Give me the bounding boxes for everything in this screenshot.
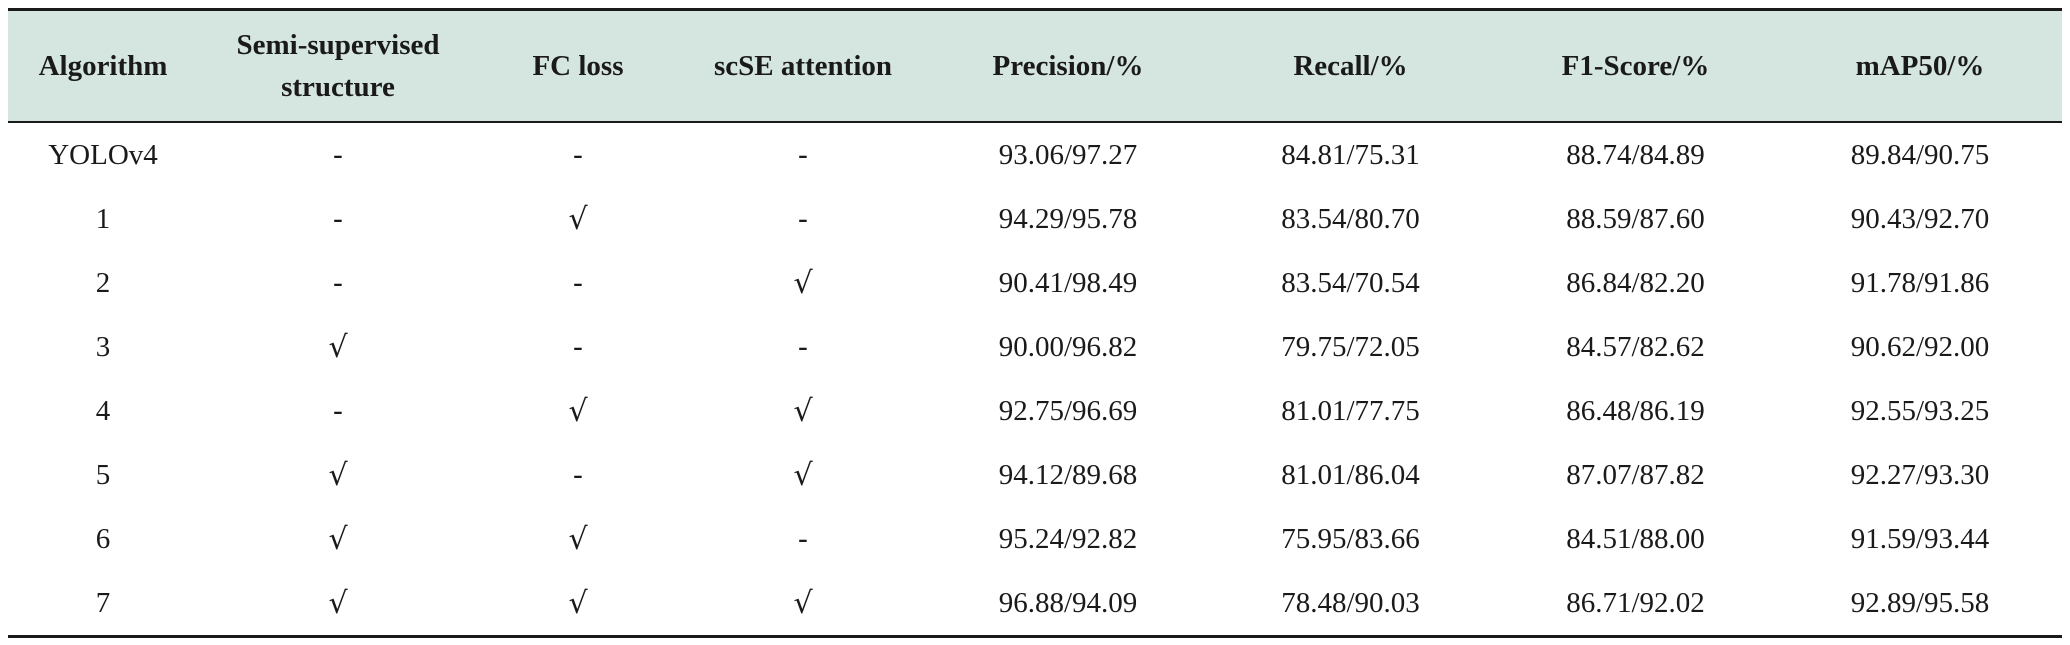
cell-recall: 75.95/83.66 xyxy=(1281,522,1420,555)
cell-precision: 93.06/97.27 xyxy=(998,138,1138,171)
cell-scse-attention: √ xyxy=(793,457,813,493)
table-row: 6 √ √ - 95.24/92.82 75.95/83.66 84.51/88… xyxy=(8,507,2062,571)
cell-scse-attention: - xyxy=(797,137,809,173)
cell-fc-loss: √ xyxy=(568,201,588,237)
cell-semi-supervised: - xyxy=(332,201,344,237)
cell-recall: 79.75/72.05 xyxy=(1281,330,1420,363)
cell-precision: 92.75/96.69 xyxy=(998,394,1138,427)
cell-f1-score: 86.48/86.19 xyxy=(1566,394,1705,427)
column-header-semi-supervised-structure: Semi-supervised structure xyxy=(198,8,478,123)
cell-fc-loss: √ xyxy=(478,571,678,638)
table-row: 2 - - √ 90.41/98.49 83.54/70.54 86.84/82… xyxy=(8,251,2062,315)
table-body: YOLOv4 - - - 93.06/97.27 84.81/75.31 88.… xyxy=(8,122,2062,638)
cell-algorithm: 4 xyxy=(95,394,111,427)
cell-scse-attention: √ xyxy=(793,393,813,429)
table-row: 4 - √ √ 92.75/96.69 81.01/77.75 86.48/86… xyxy=(8,379,2062,443)
cell-fc-loss: - xyxy=(572,457,584,493)
cell-map50: 91.59/93.44 xyxy=(1850,522,1990,555)
table-row: YOLOv4 - - - 93.06/97.27 84.81/75.31 88.… xyxy=(8,122,2062,187)
cell-semi-supervised: √ xyxy=(328,521,348,557)
cell-scse-attention: - xyxy=(797,521,809,557)
cell-recall: 81.01/77.75 xyxy=(1281,394,1420,427)
cell-scse-attention: √ xyxy=(793,265,813,301)
cell-precision: 96.88/94.09 xyxy=(928,571,1208,638)
header-row: Algorithm Semi-supervised structure FC l… xyxy=(8,8,2062,123)
cell-algorithm: YOLOv4 xyxy=(48,138,158,171)
cell-recall: 83.54/80.70 xyxy=(1281,202,1420,235)
ablation-results-table-container: Algorithm Semi-supervised structure FC l… xyxy=(8,8,2062,638)
column-header-precision: Precision/% xyxy=(928,8,1208,123)
cell-f1-score: 88.74/84.89 xyxy=(1566,138,1705,171)
column-header-recall: Recall/% xyxy=(1208,8,1493,123)
cell-semi-supervised: - xyxy=(332,265,344,301)
cell-fc-loss: √ xyxy=(568,521,588,557)
cell-f1-score: 87.07/87.82 xyxy=(1566,458,1705,491)
cell-algorithm: 2 xyxy=(95,266,111,299)
cell-algorithm: 7 xyxy=(8,571,198,638)
column-header-scse-attention: scSE attention xyxy=(678,8,928,123)
table-header: Algorithm Semi-supervised structure FC l… xyxy=(8,8,2062,123)
cell-fc-loss: - xyxy=(572,329,584,365)
cell-f1-score: 86.84/82.20 xyxy=(1566,266,1705,299)
cell-map50: 92.89/95.58 xyxy=(1778,571,2062,638)
cell-fc-loss: - xyxy=(572,265,584,301)
cell-map50: 90.62/92.00 xyxy=(1850,330,1990,363)
column-header-f1-score: F1-Score/% xyxy=(1493,8,1778,123)
cell-recall: 83.54/70.54 xyxy=(1281,266,1420,299)
cell-f1-score: 86.71/92.02 xyxy=(1493,571,1778,638)
cell-scse-attention: - xyxy=(797,329,809,365)
cell-semi-supervised: √ xyxy=(198,571,478,638)
cell-f1-score: 84.57/82.62 xyxy=(1566,330,1705,363)
table-row: 5 √ - √ 94.12/89.68 81.01/86.04 87.07/87… xyxy=(8,443,2062,507)
cell-f1-score: 88.59/87.60 xyxy=(1566,202,1705,235)
cell-fc-loss: - xyxy=(572,137,584,173)
column-header-map50: mAP50/% xyxy=(1778,8,2062,123)
table-row: 3 √ - - 90.00/96.82 79.75/72.05 84.57/82… xyxy=(8,315,2062,379)
cell-scse-attention: √ xyxy=(678,571,928,638)
table-row: 7 √ √ √ 96.88/94.09 78.48/90.03 86.71/92… xyxy=(8,571,2062,638)
cell-map50: 90.43/92.70 xyxy=(1850,202,1990,235)
cell-algorithm: 3 xyxy=(95,330,111,363)
cell-recall: 84.81/75.31 xyxy=(1281,138,1420,171)
cell-precision: 90.00/96.82 xyxy=(998,330,1138,363)
cell-precision: 94.29/95.78 xyxy=(998,202,1138,235)
cell-f1-score: 84.51/88.00 xyxy=(1566,522,1705,555)
cell-precision: 94.12/89.68 xyxy=(998,458,1138,491)
cell-precision: 95.24/92.82 xyxy=(998,522,1138,555)
cell-map50: 89.84/90.75 xyxy=(1850,138,1990,171)
cell-algorithm: 1 xyxy=(95,202,111,235)
cell-recall: 78.48/90.03 xyxy=(1208,571,1493,638)
cell-algorithm: 6 xyxy=(95,522,111,555)
column-header-fc-loss: FC loss xyxy=(478,8,678,123)
cell-scse-attention: - xyxy=(797,201,809,237)
cell-precision: 90.41/98.49 xyxy=(998,266,1138,299)
table-row: 1 - √ - 94.29/95.78 83.54/80.70 88.59/87… xyxy=(8,187,2062,251)
cell-map50: 91.78/91.86 xyxy=(1850,266,1990,299)
cell-semi-supervised: √ xyxy=(328,329,348,365)
cell-map50: 92.27/93.30 xyxy=(1850,458,1990,491)
cell-semi-supervised: - xyxy=(332,393,344,429)
cell-fc-loss: √ xyxy=(568,393,588,429)
cell-semi-supervised: - xyxy=(332,137,344,173)
cell-algorithm: 5 xyxy=(95,458,111,491)
ablation-results-table: Algorithm Semi-supervised structure FC l… xyxy=(8,8,2062,638)
cell-map50: 92.55/93.25 xyxy=(1850,394,1990,427)
cell-semi-supervised: √ xyxy=(328,457,348,493)
cell-recall: 81.01/86.04 xyxy=(1281,458,1420,491)
column-header-algorithm: Algorithm xyxy=(8,8,198,123)
